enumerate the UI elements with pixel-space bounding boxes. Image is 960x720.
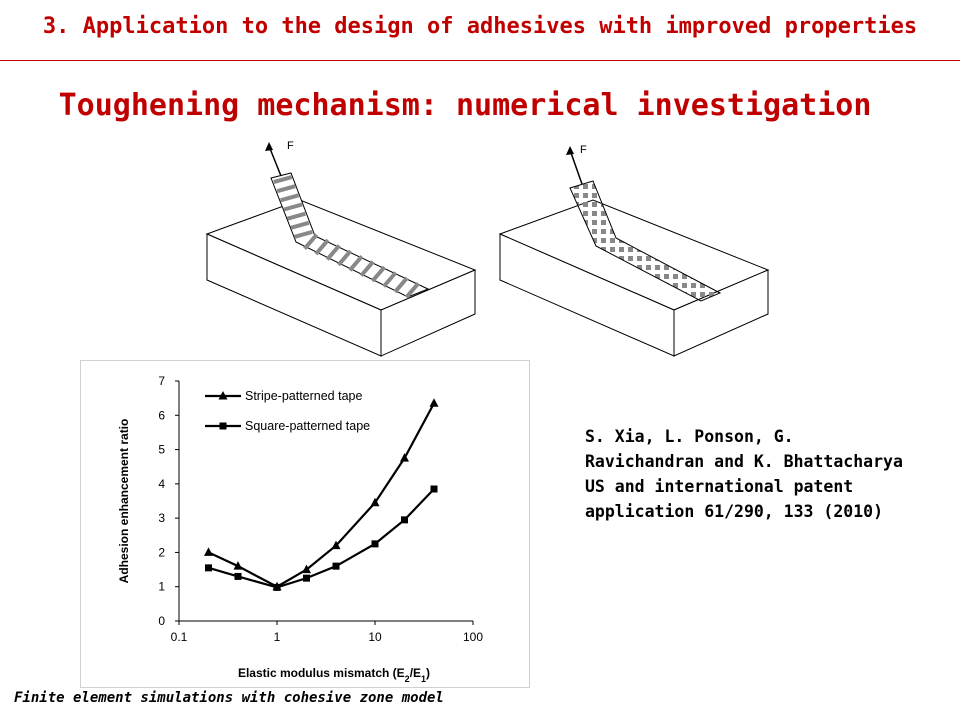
data-point-triangle xyxy=(400,453,410,462)
tape-stripe xyxy=(293,230,313,239)
data-point-square xyxy=(430,485,438,493)
citation-line: S. Xia, L. Ponson, G. xyxy=(585,427,794,446)
force-label-left: F xyxy=(287,140,294,152)
tape-stripe xyxy=(382,271,398,288)
tape-stripe xyxy=(370,265,386,283)
legend-label: Square-patterned tape xyxy=(245,419,370,433)
tape-stripe xyxy=(290,220,310,230)
tape-stripe xyxy=(337,249,353,267)
y-tick-label: 3 xyxy=(158,511,165,525)
data-point-square xyxy=(303,574,311,582)
tape-stripe xyxy=(359,260,375,278)
data-point-triangle xyxy=(331,540,341,550)
tape-stripe xyxy=(303,233,319,251)
series-line xyxy=(208,488,435,589)
data-point-square xyxy=(205,564,213,572)
y-tick-label: 1 xyxy=(158,580,165,594)
tape-stripe xyxy=(273,175,293,184)
stripe-tape-illustration: F xyxy=(205,140,477,357)
citation-block: S. Xia, L. Ponson, G. Ravichandran and K… xyxy=(585,424,955,524)
x-tick-label: 1 xyxy=(274,630,281,644)
x-tick-label: 100 xyxy=(463,630,483,644)
series-line xyxy=(208,402,435,588)
citation-line: application 61/290, 133 (2010) xyxy=(585,502,884,521)
y-tick-label: 6 xyxy=(158,408,165,422)
x-axis: 0.1 1 10 100 xyxy=(171,620,483,644)
data-point-square xyxy=(371,540,379,548)
y-tick-label: 5 xyxy=(158,443,165,457)
footer-note: Finite element simulations with cohesive… xyxy=(14,690,444,706)
force-label-right: F xyxy=(580,144,587,156)
legend-marker xyxy=(218,391,228,400)
y-axis: 0 1 2 3 4 5 6 7 xyxy=(158,374,180,628)
tape-stripe xyxy=(404,281,420,299)
tape-stripe xyxy=(276,184,296,194)
data-point-square xyxy=(273,583,281,591)
data-point-triangle xyxy=(302,564,312,574)
legend-marker xyxy=(219,422,227,430)
tape-stripe xyxy=(348,254,364,272)
header-title: 3. Application to the design of adhesive… xyxy=(42,14,918,39)
square-tape-illustration: F xyxy=(498,144,770,357)
tape-stripe xyxy=(314,238,330,256)
peel-test-illustrations: F F xyxy=(205,140,770,357)
tape-stripe xyxy=(325,244,341,261)
x-tick-label: 10 xyxy=(368,630,382,644)
citation-line: US and international patent xyxy=(585,477,854,496)
legend-label: Stripe-patterned tape xyxy=(245,389,362,403)
chart-frame: 0 1 2 3 4 5 6 7 0.1 1 10 100 Stripe-patterned tape… xyxy=(80,360,530,688)
data-point-square xyxy=(234,572,242,580)
x-axis-title: Elastic modulus mismatch (E2/E1) xyxy=(238,666,430,684)
data-point-triangle xyxy=(204,547,214,556)
tape-stripe xyxy=(393,276,409,294)
data-point-triangle xyxy=(370,497,380,507)
y-tick-label: 4 xyxy=(158,477,165,491)
header-divider xyxy=(0,60,960,61)
adhesion-chart: 0 1 2 3 4 5 6 7 0.1 1 10 100 Stripe-patterned tape… xyxy=(117,374,483,684)
x-tick-label: 0.1 xyxy=(171,630,188,644)
data-point-square xyxy=(401,516,409,524)
y-tick-label: 7 xyxy=(158,374,165,388)
data-point-triangle xyxy=(429,398,439,407)
y-tick-label: 0 xyxy=(158,614,165,628)
tape-stripe xyxy=(283,202,303,212)
data-point-triangle xyxy=(233,561,243,570)
tape-stripe xyxy=(286,211,306,221)
tape-stripe xyxy=(280,193,300,203)
slide-title: Toughening mechanism: numerical investig… xyxy=(58,88,872,123)
y-tick-label: 2 xyxy=(158,545,165,559)
y-axis-title: Adhesion enhancement ratio xyxy=(117,419,131,584)
data-point-square xyxy=(332,562,340,570)
series-layer xyxy=(204,398,439,591)
citation-line: Ravichandran and K. Bhattacharya xyxy=(585,452,903,471)
legend: Stripe-patterned tape Square-patterned ta… xyxy=(205,389,370,433)
